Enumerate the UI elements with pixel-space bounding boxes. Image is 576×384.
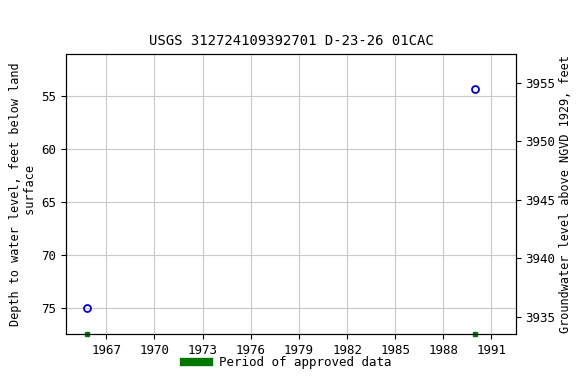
- Title: USGS 312724109392701 D-23-26 01CAC: USGS 312724109392701 D-23-26 01CAC: [149, 35, 433, 48]
- Y-axis label: Depth to water level, feet below land
 surface: Depth to water level, feet below land su…: [9, 62, 37, 326]
- Legend: Period of approved data: Period of approved data: [179, 351, 397, 374]
- Y-axis label: Groundwater level above NGVD 1929, feet: Groundwater level above NGVD 1929, feet: [559, 55, 573, 333]
